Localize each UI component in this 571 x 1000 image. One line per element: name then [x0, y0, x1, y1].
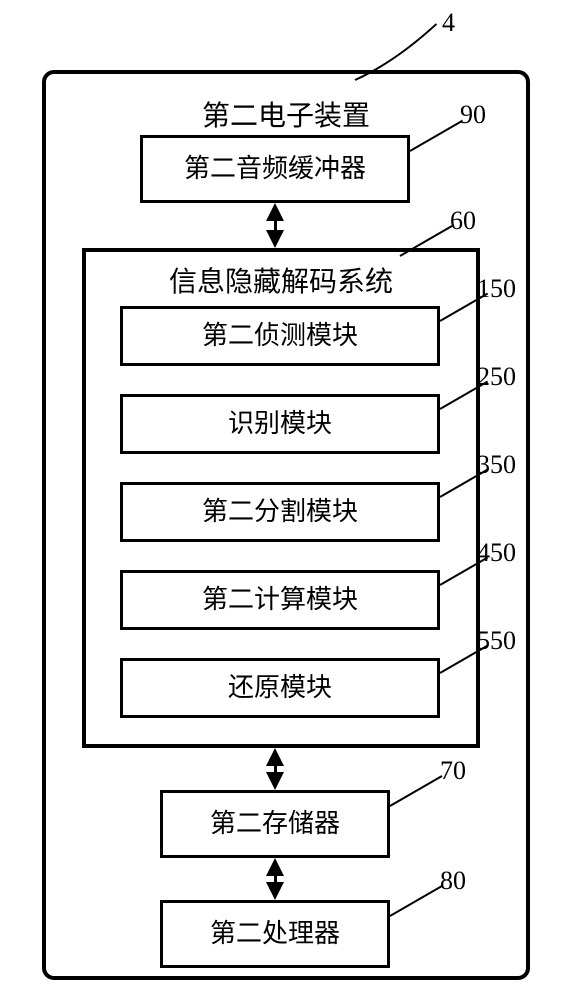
arrow-a1-head-down — [266, 230, 284, 248]
arrow-a2-head-up — [266, 748, 284, 766]
system-ref-60: 60 — [450, 206, 476, 236]
arrow-a3-head-down — [266, 882, 284, 900]
outer-title: 第二电子装置 — [42, 94, 530, 134]
outer-ref-4: 4 — [442, 8, 455, 38]
arrow-a1-head-up — [266, 203, 284, 221]
module-m2-box: 识别模块 — [120, 394, 440, 454]
system-title: 信息隐藏解码系统 — [82, 260, 480, 300]
module-m1-label: 第二侦测模块 — [202, 323, 358, 349]
module-m4-ref: 450 — [477, 538, 516, 568]
node-processor-label: 第二处理器 — [210, 921, 340, 947]
module-m5-box: 还原模块 — [120, 658, 440, 718]
node-processor-box: 第二处理器 — [160, 900, 390, 968]
module-m3-label: 第二分割模块 — [202, 499, 358, 525]
module-m4-box: 第二计算模块 — [120, 570, 440, 630]
node-memory-ref: 70 — [440, 756, 466, 786]
node-memory-label: 第二存储器 — [210, 811, 340, 837]
module-m5-label: 还原模块 — [228, 675, 332, 701]
node-processor-ref: 80 — [440, 866, 466, 896]
arrow-a3-head-up — [266, 858, 284, 876]
module-m1-ref: 150 — [477, 274, 516, 304]
module-m1-box: 第二侦测模块 — [120, 306, 440, 366]
module-m3-box: 第二分割模块 — [120, 482, 440, 542]
node-buffer-ref: 90 — [460, 100, 486, 130]
module-m3-ref: 350 — [477, 450, 516, 480]
module-m5-ref: 550 — [477, 626, 516, 656]
node-memory-box: 第二存储器 — [160, 790, 390, 858]
arrow-a2-head-down — [266, 772, 284, 790]
module-m4-label: 第二计算模块 — [202, 587, 358, 613]
node-buffer-label: 第二音频缓冲器 — [184, 156, 366, 182]
node-buffer-box: 第二音频缓冲器 — [140, 135, 410, 203]
module-m2-label: 识别模块 — [228, 411, 332, 437]
module-m2-ref: 250 — [477, 362, 516, 392]
